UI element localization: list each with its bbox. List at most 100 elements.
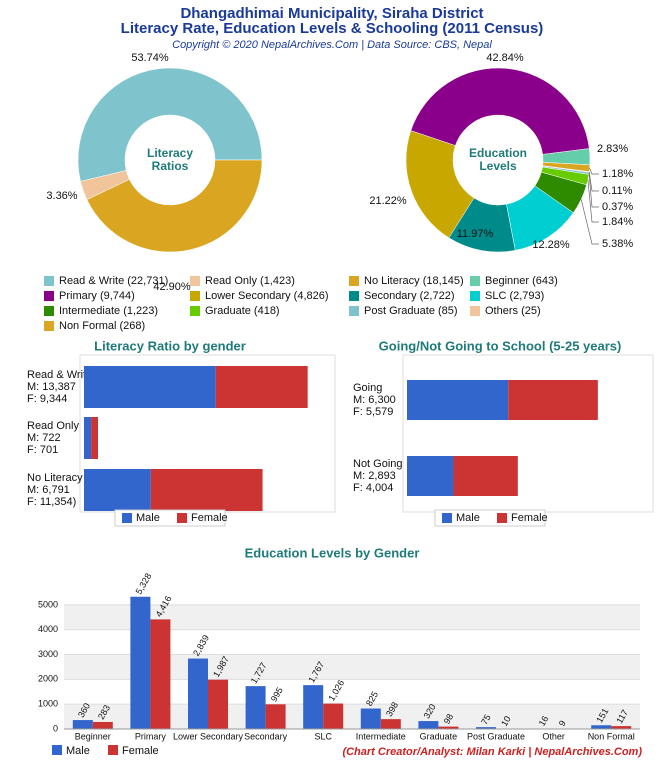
chart-title: Going/Not Going to School (5-25 years) [379, 338, 622, 353]
bar [245, 686, 266, 729]
bar [92, 721, 113, 729]
donut-title: Education Levels [468, 146, 527, 173]
legend-label: Read Only (1,423) [205, 275, 295, 287]
legend-label: Male [456, 512, 480, 524]
value-label: 16 [537, 714, 551, 728]
legend-label: Secondary (2,722) [364, 290, 455, 302]
title: Literacy Rate, Education Levels & School… [121, 20, 544, 37]
legend-box [114, 509, 226, 527]
category-label: Not Going [353, 458, 403, 470]
leader-line [588, 173, 599, 208]
legend-swatch [177, 513, 187, 523]
slice-label: 5.38% [602, 238, 633, 250]
x-tick-label: Non Formal [588, 731, 635, 741]
y-tick-label: 0 [53, 723, 58, 733]
slice [542, 162, 591, 172]
bar [84, 469, 151, 511]
slice [86, 159, 263, 253]
legend-label: Post Graduate (85) [364, 305, 458, 317]
legend-label: Male [66, 745, 90, 757]
x-tick-label: Post Graduate [467, 731, 525, 741]
bar [380, 719, 401, 729]
legend-swatch [497, 513, 507, 523]
slice-label: 42.84% [486, 52, 524, 64]
value-label: F: 5,579 [353, 406, 393, 418]
legend-swatch [190, 306, 200, 316]
value-label: M: 6,300 [353, 394, 396, 406]
bar [91, 417, 99, 459]
leader-line [587, 179, 599, 223]
x-tick-label: Intermediate [356, 731, 406, 741]
legend-label: Graduate (418) [205, 305, 280, 317]
y-tick-label: 2000 [38, 674, 58, 684]
legend-swatch [44, 321, 54, 331]
title: Dhangadhimai Municipality, Siraha Distri… [180, 5, 483, 22]
legend-label: SLC (2,793) [485, 290, 544, 302]
legend-swatch [122, 513, 132, 523]
bar [611, 726, 632, 729]
slice-label: 53.74% [131, 52, 169, 64]
bar [150, 619, 171, 729]
x-tick-label: Graduate [420, 731, 458, 741]
category-label: No Literacy [27, 472, 83, 484]
bar [84, 417, 92, 459]
y-tick-label: 1000 [38, 699, 58, 709]
bar [215, 366, 308, 408]
legend-label: Female [122, 745, 159, 757]
legend-swatch [349, 291, 359, 301]
bar [265, 704, 286, 729]
slice-label: 11.97% [457, 228, 494, 240]
value-label: 5,328 [134, 571, 154, 596]
slice-label: 0.11% [602, 185, 633, 197]
slice-label: 21.22% [369, 195, 407, 207]
bar [303, 685, 324, 729]
leader-line [589, 168, 599, 175]
bar [407, 380, 509, 420]
category-label: Read & Write [27, 369, 92, 381]
bar [323, 703, 344, 729]
bar [591, 725, 612, 729]
value-label: F: 4,004 [353, 482, 393, 494]
legend-swatch [190, 291, 200, 301]
x-tick-label: Beginner [75, 731, 111, 741]
slice-label: 3.36% [46, 190, 77, 202]
x-tick-label: Lower Secondary [173, 731, 244, 741]
legend-swatch [108, 745, 118, 755]
y-tick-label: 3000 [38, 649, 58, 659]
copyright: Copyright © 2020 NepalArchives.Com | Dat… [172, 39, 492, 51]
leader-line [580, 199, 599, 245]
x-tick-label: Other [542, 731, 565, 741]
value-label: F: 9,344 [27, 393, 67, 405]
bar [508, 380, 598, 420]
legend-swatch [470, 276, 480, 286]
slice-label: 1.18% [602, 168, 633, 180]
bar [407, 456, 454, 496]
slice-label: 2.83% [597, 143, 628, 155]
chart-title: Education Levels by Gender [245, 545, 420, 560]
slice [77, 67, 263, 182]
value-label: 1,026 [326, 678, 346, 703]
leader-line [588, 171, 599, 192]
legend-label: Female [511, 512, 548, 524]
value-label: M: 13,387 [27, 381, 76, 393]
bar [188, 658, 208, 729]
legend-label: Non Formal (268) [59, 320, 145, 332]
value-label: 995 [269, 685, 285, 703]
value-label: M: 2,893 [353, 470, 396, 482]
legend-swatch [349, 276, 359, 286]
x-tick-label: Primary [135, 731, 166, 741]
bar [130, 596, 151, 729]
legend-swatch [470, 291, 480, 301]
category-label: Read Only [27, 420, 79, 432]
bar [360, 708, 381, 729]
legend-swatch [52, 745, 62, 755]
legend-swatch [44, 306, 54, 316]
value-label: 98 [442, 712, 456, 726]
bar [208, 679, 228, 729]
legend-swatch [470, 306, 480, 316]
donut-title: Literacy Ratios [146, 146, 194, 173]
footer: (Chart Creator/Analyst: Milan Karki | Ne… [342, 746, 642, 758]
x-tick-label: SLC [314, 731, 332, 741]
